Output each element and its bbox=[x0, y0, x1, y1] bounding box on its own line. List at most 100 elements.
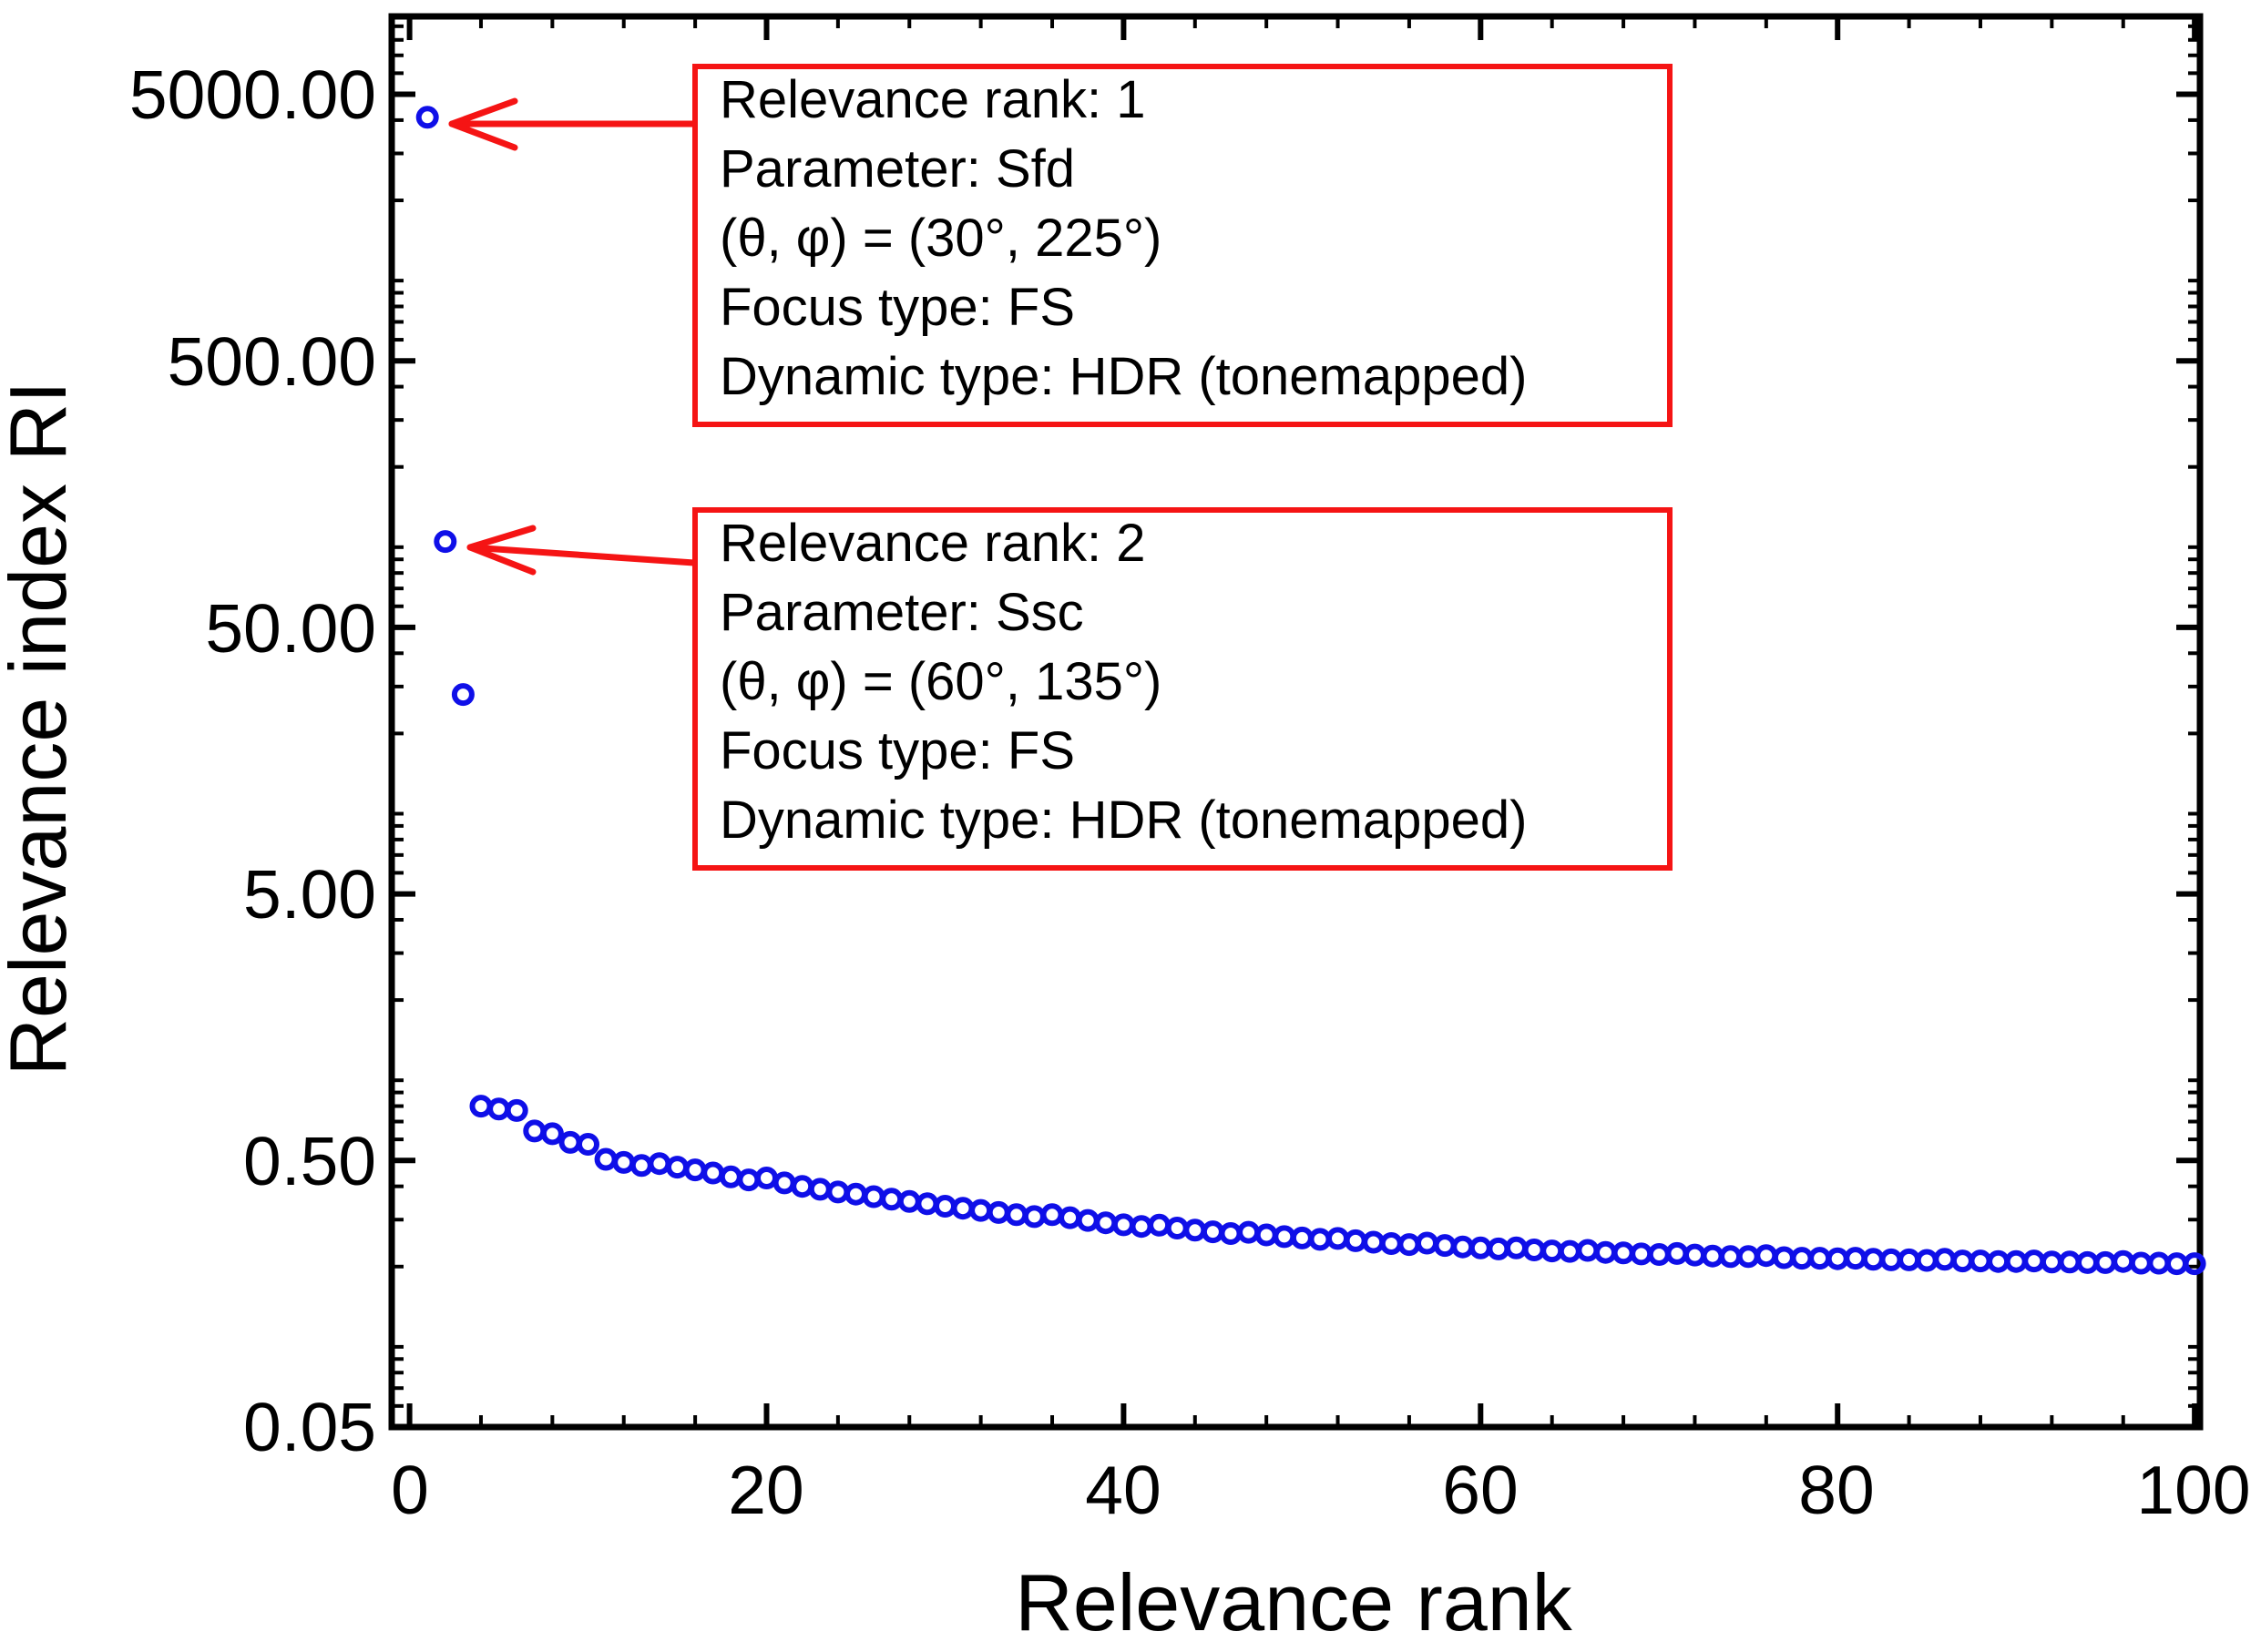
data-point bbox=[791, 1175, 814, 1198]
annotation-line: (θ, φ) = (30°, 225°) bbox=[720, 209, 1161, 268]
data-point bbox=[2040, 1250, 2063, 1274]
data-point bbox=[969, 1198, 993, 1222]
data-point bbox=[505, 1098, 528, 1122]
data-point bbox=[1950, 1249, 1974, 1273]
data-point bbox=[1254, 1223, 1278, 1247]
x-tick-label-0: 0 bbox=[391, 1452, 429, 1528]
data-point bbox=[415, 106, 439, 129]
data-point bbox=[2112, 1249, 2135, 1273]
data-point bbox=[1165, 1217, 1189, 1239]
data-point bbox=[612, 1150, 636, 1174]
data-point bbox=[1487, 1237, 1510, 1260]
data-point bbox=[1219, 1222, 1243, 1245]
data-point bbox=[1094, 1211, 1118, 1235]
data-point bbox=[1183, 1219, 1207, 1242]
data-point bbox=[916, 1192, 939, 1216]
data-point bbox=[1522, 1239, 1546, 1261]
annotation-arrow-1 bbox=[448, 97, 698, 151]
data-point bbox=[1040, 1203, 1064, 1227]
data-point bbox=[1326, 1227, 1349, 1250]
data-point bbox=[523, 1119, 547, 1143]
annotation-line: Relevance rank: 1 bbox=[720, 70, 1145, 129]
data-point bbox=[719, 1165, 742, 1188]
axis-ticks bbox=[392, 16, 2200, 1430]
annotation-line: Focus type: FS bbox=[720, 721, 1075, 780]
annotation-border bbox=[692, 64, 1673, 427]
y-tick-label-0.5: 0.50 bbox=[243, 1123, 376, 1199]
data-point bbox=[1915, 1249, 1939, 1272]
data-point bbox=[1611, 1241, 1635, 1265]
data-point bbox=[1111, 1213, 1135, 1237]
data-point bbox=[1969, 1249, 1992, 1273]
data-point bbox=[434, 530, 457, 554]
data-point bbox=[487, 1097, 511, 1121]
data-point bbox=[1861, 1248, 1885, 1271]
data-point bbox=[1647, 1243, 1671, 1266]
x-tick-label-40: 40 bbox=[1085, 1452, 1161, 1528]
y-tick-labels: 5000.00 500.00 50.00 5.00 0.50 0.05 bbox=[129, 56, 376, 1465]
data-point bbox=[1790, 1247, 1814, 1270]
data-point bbox=[1201, 1220, 1224, 1244]
data-point bbox=[1933, 1248, 1957, 1271]
annotation-line: (θ, φ) = (60°, 135°) bbox=[720, 652, 1161, 711]
data-point bbox=[1987, 1249, 2010, 1273]
data-point bbox=[1844, 1247, 1867, 1270]
data-point bbox=[2004, 1249, 2028, 1273]
data-point bbox=[1022, 1205, 1046, 1229]
data-point bbox=[1898, 1248, 1921, 1271]
annotation-box-rank-2: Relevance rank: 2 Parameter: Ssc (θ, φ) … bbox=[692, 507, 1673, 871]
data-point bbox=[737, 1168, 761, 1192]
data-point bbox=[897, 1189, 921, 1213]
data-point bbox=[1594, 1240, 1617, 1264]
data-point bbox=[648, 1152, 671, 1176]
data-point bbox=[1379, 1232, 1403, 1255]
data-point bbox=[1397, 1233, 1421, 1257]
data-point bbox=[1826, 1247, 1849, 1270]
data-point bbox=[2058, 1250, 2082, 1274]
data-point bbox=[666, 1156, 689, 1179]
annotation-line: Parameter: Sfd bbox=[720, 139, 1075, 199]
y-tick-label-0.05: 0.05 bbox=[243, 1389, 376, 1465]
data-point bbox=[1665, 1241, 1689, 1265]
data-point bbox=[1237, 1220, 1261, 1244]
data-point bbox=[951, 1197, 975, 1220]
data-point bbox=[2093, 1250, 2117, 1274]
annotation-arrow-2 bbox=[466, 525, 698, 576]
x-tick-label-100: 100 bbox=[2136, 1452, 2250, 1528]
data-point bbox=[880, 1188, 904, 1211]
annotation-line: Focus type: FS bbox=[720, 278, 1075, 337]
data-point bbox=[862, 1185, 885, 1208]
x-tick-label-20: 20 bbox=[728, 1452, 803, 1528]
data-point bbox=[558, 1130, 582, 1154]
data-point bbox=[1451, 1235, 1475, 1259]
data-points bbox=[415, 106, 2206, 1276]
data-point bbox=[1630, 1242, 1653, 1266]
y-tick-label-50: 50.00 bbox=[205, 590, 376, 667]
annotation-border bbox=[692, 507, 1673, 871]
data-point bbox=[2129, 1251, 2153, 1275]
data-point bbox=[1148, 1213, 1171, 1237]
annotation-line: Parameter: Ssc bbox=[720, 583, 1084, 642]
data-point bbox=[451, 683, 475, 707]
y-tick-label-500: 500.00 bbox=[168, 323, 376, 400]
x-tick-label-60: 60 bbox=[1442, 1452, 1518, 1528]
data-point bbox=[577, 1133, 599, 1156]
data-point bbox=[2183, 1252, 2206, 1276]
annotation-line: Dynamic type: HDR (tonemapped) bbox=[720, 347, 1527, 406]
data-point bbox=[772, 1171, 796, 1195]
data-point bbox=[1683, 1243, 1706, 1267]
data-point bbox=[1540, 1239, 1564, 1263]
x-tick-label-80: 80 bbox=[1798, 1452, 1874, 1528]
data-point bbox=[2165, 1252, 2188, 1276]
data-point bbox=[629, 1154, 653, 1178]
data-point bbox=[1130, 1215, 1153, 1239]
data-point bbox=[755, 1167, 778, 1189]
x-axis-title: Relevance rank bbox=[1015, 1557, 1572, 1647]
data-point bbox=[594, 1147, 618, 1171]
data-point bbox=[934, 1195, 957, 1218]
data-point bbox=[844, 1182, 867, 1206]
data-point bbox=[1362, 1230, 1386, 1254]
data-point bbox=[1308, 1228, 1332, 1251]
data-point bbox=[1772, 1246, 1796, 1270]
